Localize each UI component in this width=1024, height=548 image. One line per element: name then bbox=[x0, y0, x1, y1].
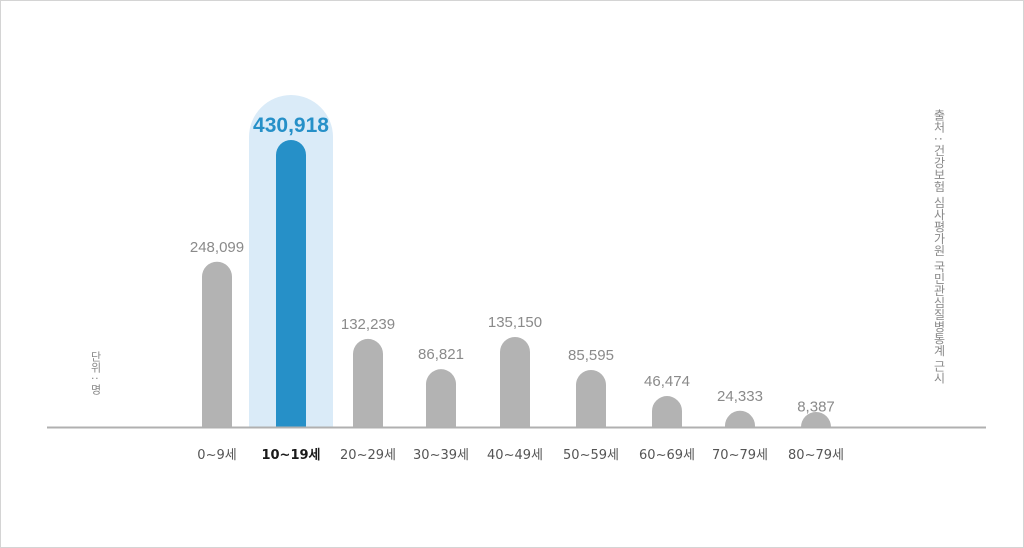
value-label-8: 8,387 bbox=[797, 398, 835, 415]
category-label-2: 20~29세 bbox=[340, 448, 396, 463]
bar-3 bbox=[426, 369, 456, 427]
category-label-1: 10~19세 bbox=[261, 448, 320, 463]
bar-1 bbox=[276, 140, 306, 427]
value-label-3: 86,821 bbox=[418, 346, 464, 363]
bar-7 bbox=[725, 410, 755, 427]
value-label-5: 85,595 bbox=[568, 347, 614, 364]
category-label-6: 60~69세 bbox=[639, 448, 695, 463]
source-label: 출처 : 건강보험 심사평가원 국민관심질병통계 근시 bbox=[932, 109, 946, 385]
value-label-0: 248,099 bbox=[190, 239, 244, 256]
unit-label: 단위 : 명 bbox=[89, 351, 102, 395]
category-label-7: 70~79세 bbox=[712, 448, 768, 463]
value-label-7: 24,333 bbox=[717, 388, 763, 405]
labels-layer: 248,099 0~9세 430,918 10~19세 132,239 20~29세 86,… bbox=[190, 114, 844, 463]
bars-layer bbox=[47, 95, 986, 429]
value-label-2: 132,239 bbox=[341, 316, 395, 333]
bar-0 bbox=[202, 261, 232, 427]
bar-5 bbox=[576, 369, 606, 427]
category-label-3: 30~39세 bbox=[413, 448, 469, 463]
bar-2 bbox=[353, 338, 383, 427]
value-label-4: 135,150 bbox=[488, 314, 542, 331]
category-label-5: 50~59세 bbox=[563, 448, 619, 463]
category-label-8: 80~79세 bbox=[788, 448, 844, 463]
bar-8 bbox=[801, 412, 831, 427]
category-label-0: 0~9세 bbox=[197, 448, 236, 463]
bar-4 bbox=[500, 336, 530, 427]
category-label-4: 40~49세 bbox=[487, 448, 543, 463]
value-label-1: 430,918 bbox=[253, 114, 329, 137]
bar-6 bbox=[652, 396, 682, 427]
value-label-6: 46,474 bbox=[644, 373, 690, 390]
